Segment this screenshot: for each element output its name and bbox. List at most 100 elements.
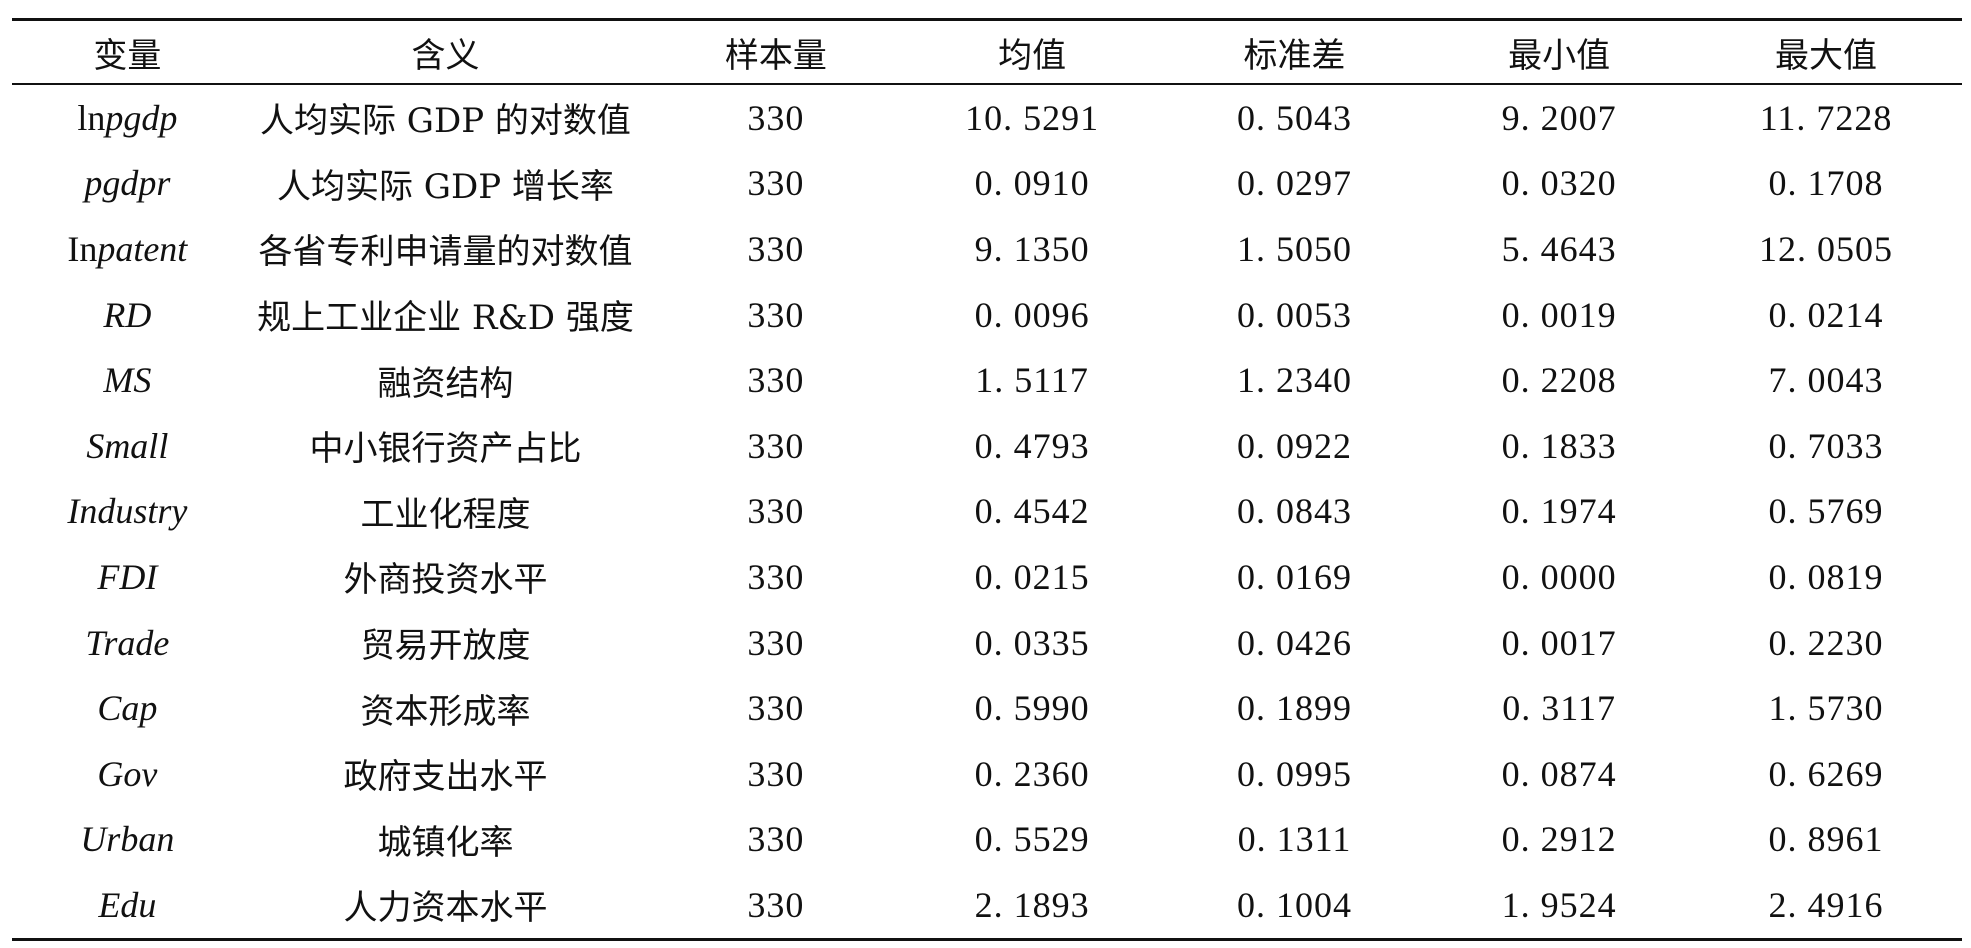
cell-std-dev: 0. 0426 xyxy=(1237,622,1352,663)
table-row: MS 融资结构 330 1. 5117 1. 2340 0. 2208 7. 0043 xyxy=(12,347,1962,413)
cell-min: 0. 0017 xyxy=(1501,622,1617,663)
variable-name: RD xyxy=(103,294,152,335)
header-row: 变量 含义 样本量 均值 标准差 最小值 最大值 xyxy=(12,19,1962,84)
cell-max: 7. 0043 xyxy=(1768,360,1884,401)
cell-mean: 0. 5529 xyxy=(974,819,1090,860)
cell-std-dev: 0. 1311 xyxy=(1237,819,1352,860)
cell-variable: MS xyxy=(12,347,243,413)
variable-name: Industry xyxy=(67,491,188,532)
header-max: 最大值 xyxy=(1775,35,1878,76)
cell-meaning: 融资结构 xyxy=(377,363,514,404)
cell-variable: Edu xyxy=(12,872,243,939)
cell-min: 0. 3117 xyxy=(1502,688,1616,729)
variable-name: Cap xyxy=(97,688,158,729)
cell-min: 0. 0019 xyxy=(1501,294,1617,335)
cell-meaning: 人力资本水平 xyxy=(343,888,548,929)
cell-std-dev: 0. 1899 xyxy=(1237,688,1352,729)
descriptive-statistics-table: 变量 含义 样本量 均值 标准差 最小值 最大值 lnpgdp 人均实际 GDP … xyxy=(12,18,1962,941)
variable-name: MS xyxy=(103,360,152,401)
cell-variable: pgdpr xyxy=(12,151,243,217)
cell-sample-size: 330 xyxy=(747,294,805,335)
cell-max: 0. 0214 xyxy=(1768,294,1884,335)
cell-variable: Urban xyxy=(12,807,243,873)
cell-sample-size: 330 xyxy=(747,819,805,860)
header-min: 最小值 xyxy=(1508,35,1611,76)
header-mean: 均值 xyxy=(998,35,1067,76)
cell-variable: Trade xyxy=(12,610,243,676)
cell-meaning: 贸易开放度 xyxy=(360,626,531,667)
cell-mean: 1. 5117 xyxy=(975,360,1089,401)
cell-min: 0. 0874 xyxy=(1501,753,1617,794)
cell-sample-size: 330 xyxy=(747,491,805,532)
cell-meaning: 外商投资水平 xyxy=(343,560,548,601)
cell-meaning: 资本形成率 xyxy=(360,691,531,732)
cell-std-dev: 0. 0297 xyxy=(1237,163,1352,204)
cell-max: 0. 6269 xyxy=(1768,753,1884,794)
cell-variable: Industry xyxy=(12,479,243,545)
table-header: 变量 含义 样本量 均值 标准差 最小值 最大值 xyxy=(12,19,1962,84)
cell-min: 0. 0000 xyxy=(1501,556,1617,597)
table-row: Trade 贸易开放度 330 0. 0335 0. 0426 0. 0017 0. 223… xyxy=(12,610,1962,676)
cell-meaning: 人均实际 GDP 的对数值 xyxy=(259,101,631,142)
cell-std-dev: 0. 0922 xyxy=(1237,425,1352,466)
cell-std-dev: 0. 0843 xyxy=(1237,491,1352,532)
cell-std-dev: 0. 5043 xyxy=(1237,97,1352,138)
cell-max: 2. 4916 xyxy=(1768,884,1884,925)
cell-mean: 0. 4542 xyxy=(974,491,1090,532)
cell-mean: 10. 5291 xyxy=(965,97,1100,138)
cell-max: 0. 7033 xyxy=(1768,425,1884,466)
cell-meaning: 工业化程度 xyxy=(360,494,531,535)
cell-variable: lnpgdp xyxy=(12,84,243,151)
variable-name: pgdpr xyxy=(84,163,171,204)
cell-meaning: 规上工业企业 R&D 强度 xyxy=(257,298,634,339)
cell-max: 0. 1708 xyxy=(1768,163,1884,204)
cell-sample-size: 330 xyxy=(747,753,805,794)
cell-std-dev: 0. 0169 xyxy=(1237,556,1352,597)
cell-min: 5. 4643 xyxy=(1501,228,1617,269)
header-variable: 变量 xyxy=(93,35,162,76)
header-std-dev: 标准差 xyxy=(1243,35,1346,76)
cell-mean: 2. 1893 xyxy=(974,884,1090,925)
table-row: pgdpr 人均实际 GDP 增长率 330 0. 0910 0. 0297 0. 032… xyxy=(12,151,1962,217)
cell-min: 0. 2208 xyxy=(1501,360,1617,401)
cell-meaning: 城镇化率 xyxy=(377,822,514,863)
cell-mean: 0. 0215 xyxy=(974,556,1090,597)
variable-prefix: ln xyxy=(77,97,106,138)
variable-name: Trade xyxy=(85,622,170,663)
table-row: FDI 外商投资水平 330 0. 0215 0. 0169 0. 0000 0. 0819 xyxy=(12,544,1962,610)
cell-mean: 0. 0096 xyxy=(974,294,1090,335)
cell-meaning: 人均实际 GDP 增长率 xyxy=(276,166,614,207)
cell-sample-size: 330 xyxy=(747,97,805,138)
variable-prefix: In xyxy=(67,228,98,269)
cell-variable: Cap xyxy=(12,675,243,741)
cell-sample-size: 330 xyxy=(747,622,805,663)
cell-sample-size: 330 xyxy=(747,556,805,597)
table-row: Urban 城镇化率 330 0. 5529 0. 1311 0. 2912 0. 8961 xyxy=(12,807,1962,873)
cell-variable: RD xyxy=(12,282,243,348)
variable-name: Edu xyxy=(98,884,157,925)
cell-std-dev: 0. 0053 xyxy=(1237,294,1352,335)
variable-name: Small xyxy=(86,425,169,466)
descriptive-statistics-table-container: 变量 含义 样本量 均值 标准差 最小值 最大值 lnpgdp 人均实际 GDP … xyxy=(12,18,1962,941)
variable-name: pgdp xyxy=(105,97,178,138)
cell-max: 12. 0505 xyxy=(1759,228,1894,269)
table-row: Gov 政府支出水平 330 0. 2360 0. 0995 0. 0874 0. 6269 xyxy=(12,741,1962,807)
cell-std-dev: 1. 2340 xyxy=(1237,360,1352,401)
cell-variable: FDI xyxy=(12,544,243,610)
cell-mean: 0. 0910 xyxy=(974,163,1090,204)
cell-min: 0. 0320 xyxy=(1501,163,1617,204)
variable-name: Urban xyxy=(80,819,175,860)
cell-mean: 9. 1350 xyxy=(974,228,1090,269)
header-meaning: 含义 xyxy=(411,35,480,76)
variable-name: Gov xyxy=(97,753,158,794)
cell-mean: 0. 0335 xyxy=(974,622,1090,663)
cell-max: 1. 5730 xyxy=(1768,688,1884,729)
cell-min: 0. 1833 xyxy=(1501,425,1617,466)
cell-variable: Gov xyxy=(12,741,243,807)
cell-std-dev: 1. 5050 xyxy=(1237,228,1352,269)
header-sample-size: 样本量 xyxy=(724,35,827,76)
cell-min: 1. 9524 xyxy=(1501,884,1617,925)
cell-min: 0. 1974 xyxy=(1501,491,1617,532)
table-row: Edu 人力资本水平 330 2. 1893 0. 1004 1. 9524 2. 4916 xyxy=(12,872,1962,940)
cell-variable: Small xyxy=(12,413,243,479)
